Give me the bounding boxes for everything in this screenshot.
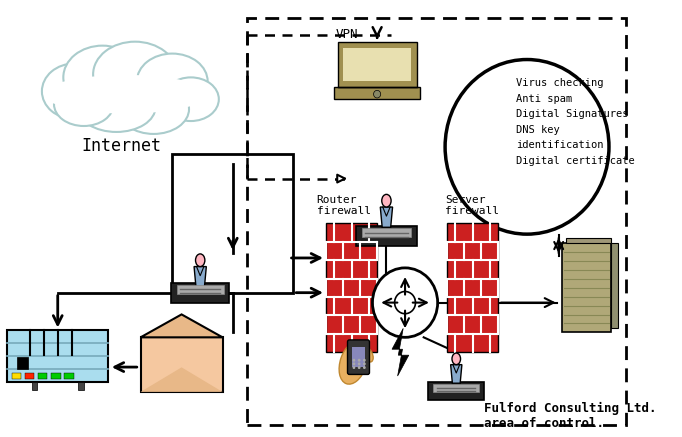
Polygon shape: [451, 364, 462, 383]
Ellipse shape: [452, 353, 460, 364]
FancyBboxPatch shape: [333, 87, 420, 99]
FancyBboxPatch shape: [12, 373, 21, 379]
Ellipse shape: [362, 347, 373, 362]
FancyBboxPatch shape: [566, 238, 611, 243]
FancyBboxPatch shape: [348, 340, 370, 375]
Text: Internet: Internet: [81, 137, 161, 155]
FancyBboxPatch shape: [51, 373, 61, 379]
Ellipse shape: [54, 82, 114, 126]
Ellipse shape: [137, 54, 207, 109]
Circle shape: [395, 291, 415, 314]
Ellipse shape: [63, 45, 142, 109]
FancyBboxPatch shape: [447, 223, 498, 352]
Circle shape: [358, 362, 361, 365]
Circle shape: [353, 366, 355, 369]
FancyBboxPatch shape: [140, 337, 222, 392]
FancyBboxPatch shape: [177, 285, 224, 294]
Polygon shape: [140, 314, 222, 337]
Circle shape: [374, 90, 381, 98]
Ellipse shape: [93, 42, 177, 107]
FancyBboxPatch shape: [361, 228, 411, 237]
Ellipse shape: [382, 194, 391, 207]
FancyBboxPatch shape: [326, 223, 377, 352]
Circle shape: [353, 359, 355, 362]
Ellipse shape: [118, 84, 189, 134]
FancyBboxPatch shape: [64, 373, 74, 379]
Polygon shape: [140, 368, 222, 392]
FancyBboxPatch shape: [31, 382, 38, 390]
Text: Virus checking
Anti spam
Digital Signatures
DNS key
identification
Digital certi: Virus checking Anti spam Digital Signatu…: [516, 78, 635, 166]
FancyBboxPatch shape: [8, 330, 108, 382]
Ellipse shape: [77, 82, 155, 132]
Circle shape: [353, 362, 355, 365]
FancyBboxPatch shape: [38, 373, 48, 379]
FancyBboxPatch shape: [356, 226, 417, 246]
FancyBboxPatch shape: [343, 48, 411, 80]
FancyBboxPatch shape: [611, 243, 619, 328]
Ellipse shape: [163, 77, 219, 121]
Ellipse shape: [339, 341, 368, 384]
FancyBboxPatch shape: [352, 347, 365, 368]
Text: Server
firewall: Server firewall: [445, 195, 499, 216]
Text: Fulford Consulting Ltd.
area of control.: Fulford Consulting Ltd. area of control.: [484, 402, 657, 430]
FancyBboxPatch shape: [25, 373, 35, 379]
FancyBboxPatch shape: [563, 243, 611, 333]
FancyBboxPatch shape: [433, 384, 479, 392]
Text: Router
firewall: Router firewall: [316, 195, 370, 216]
Ellipse shape: [196, 254, 205, 267]
FancyBboxPatch shape: [338, 42, 417, 87]
Circle shape: [363, 362, 366, 365]
Circle shape: [363, 359, 366, 362]
Ellipse shape: [42, 63, 107, 119]
Circle shape: [358, 366, 361, 369]
Polygon shape: [381, 207, 393, 227]
Circle shape: [372, 268, 438, 337]
Polygon shape: [194, 267, 207, 287]
FancyBboxPatch shape: [428, 382, 484, 400]
Circle shape: [363, 366, 366, 369]
Ellipse shape: [44, 75, 207, 114]
FancyBboxPatch shape: [78, 382, 84, 390]
Polygon shape: [392, 328, 409, 376]
Text: VPN: VPN: [336, 28, 358, 41]
FancyBboxPatch shape: [17, 357, 28, 369]
Circle shape: [445, 59, 609, 234]
Circle shape: [358, 359, 361, 362]
FancyBboxPatch shape: [171, 283, 229, 302]
